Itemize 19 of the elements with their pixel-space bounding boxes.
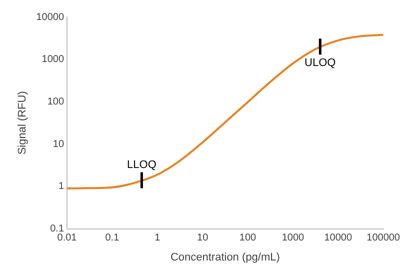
- y-tick-label: 0.1: [50, 224, 64, 235]
- y-tick-label: 1000: [42, 54, 64, 66]
- x-tick-label: 1000: [282, 232, 304, 244]
- annotation: ULOQ: [304, 57, 336, 70]
- line-series: [67, 34, 384, 190]
- x-axis-title: Concentration (pg/mL): [170, 251, 280, 264]
- x-tick-label: 0.01: [57, 232, 78, 244]
- annotation: LLOQ: [127, 158, 157, 171]
- x-tick-label: 1: [154, 232, 161, 244]
- x-tick-label: 100: [239, 232, 257, 244]
- y-tick-label: 1: [58, 181, 64, 192]
- x-tick-label: 0.1: [105, 232, 120, 244]
- x-tick-label: 10000: [324, 232, 352, 244]
- y-tick-label: 10000: [36, 12, 64, 23]
- y-axis-title: Signal (RFU): [16, 91, 29, 155]
- x-tick-label: 10: [197, 232, 209, 244]
- y-tick-label: 10: [52, 138, 64, 150]
- y-tick-label: 100: [47, 96, 64, 108]
- x-tick-label: 100000: [366, 232, 400, 244]
